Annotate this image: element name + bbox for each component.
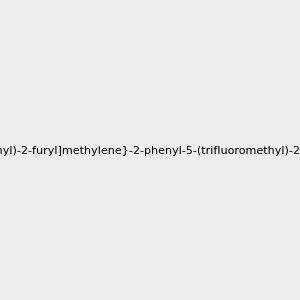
Text: 4-{[5-(4-chloro-2-nitrophenyl)-2-furyl]methylene}-2-phenyl-5-(trifluoromethyl)-2: 4-{[5-(4-chloro-2-nitrophenyl)-2-furyl]m…	[0, 146, 300, 157]
